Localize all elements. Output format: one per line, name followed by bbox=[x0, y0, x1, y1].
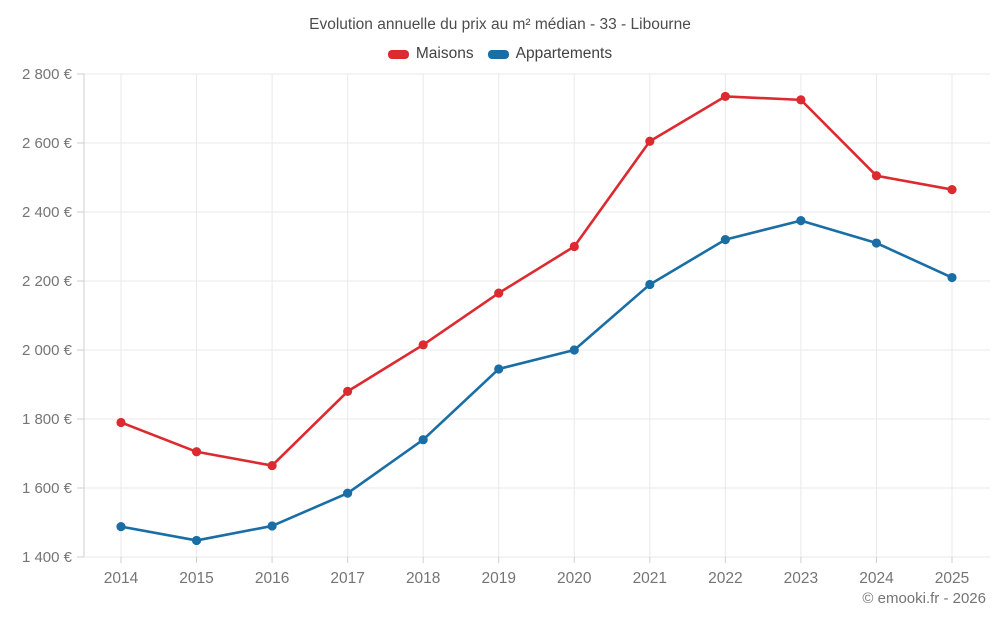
svg-text:2017: 2017 bbox=[330, 570, 364, 587]
svg-text:1 800 €: 1 800 € bbox=[22, 411, 73, 428]
svg-text:2025: 2025 bbox=[935, 570, 969, 587]
svg-text:1 600 €: 1 600 € bbox=[22, 480, 73, 497]
svg-text:2021: 2021 bbox=[633, 570, 667, 587]
legend-item-appartements[interactable]: Appartements bbox=[487, 45, 613, 63]
svg-text:2024: 2024 bbox=[859, 570, 894, 587]
appartements-series-swatch-icon bbox=[487, 49, 509, 59]
svg-text:2 800 €: 2 800 € bbox=[22, 66, 73, 83]
svg-text:2 000 €: 2 000 € bbox=[22, 342, 73, 359]
legend-item-maisons[interactable]: Maisons bbox=[387, 45, 474, 63]
svg-text:2 200 €: 2 200 € bbox=[22, 273, 73, 290]
svg-text:2023: 2023 bbox=[784, 570, 818, 587]
svg-text:2 600 €: 2 600 € bbox=[22, 135, 73, 152]
svg-text:2 400 €: 2 400 € bbox=[22, 204, 73, 221]
svg-text:2022: 2022 bbox=[708, 570, 742, 587]
chart-title: Evolution annuelle du prix au m² médian … bbox=[309, 16, 691, 33]
svg-text:2019: 2019 bbox=[481, 570, 515, 587]
svg-text:2015: 2015 bbox=[179, 570, 213, 587]
svg-text:2014: 2014 bbox=[104, 570, 139, 587]
svg-text:2018: 2018 bbox=[406, 570, 440, 587]
svg-text:2016: 2016 bbox=[255, 570, 289, 587]
legend-label-appartements: Appartements bbox=[515, 45, 613, 62]
svg-text:1 400 €: 1 400 € bbox=[22, 549, 73, 566]
footer-credit: © emooki.fr - 2026 bbox=[862, 590, 986, 607]
chart-legend: Maisons Appartements bbox=[0, 45, 1000, 63]
svg-text:2020: 2020 bbox=[557, 570, 592, 587]
maisons-series-swatch-icon bbox=[387, 49, 409, 59]
legend-label-maisons: Maisons bbox=[415, 45, 474, 62]
